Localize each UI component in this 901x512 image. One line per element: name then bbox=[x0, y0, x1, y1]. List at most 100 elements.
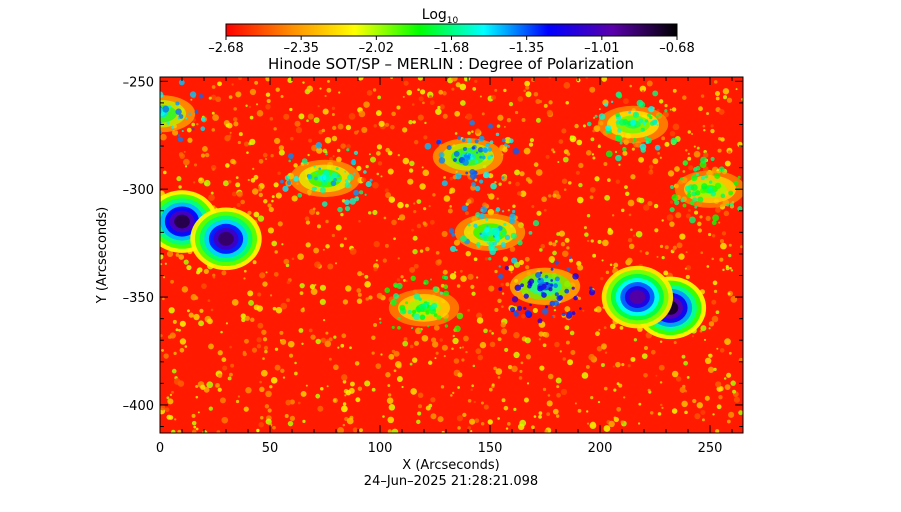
heatmap-granule bbox=[661, 406, 664, 410]
heatmap-granule bbox=[284, 413, 289, 418]
heatmap-granule bbox=[706, 265, 710, 268]
heatmap-speckle bbox=[346, 148, 350, 152]
heatmap-granule bbox=[277, 171, 281, 175]
heatmap-granule bbox=[196, 268, 201, 272]
heatmap-speckle bbox=[486, 241, 489, 244]
colorbar-tick-label: –2.35 bbox=[283, 41, 318, 56]
heatmap-granule bbox=[551, 148, 555, 152]
heatmap-granule bbox=[602, 239, 609, 247]
heatmap-granule bbox=[480, 421, 485, 426]
heatmap-granule bbox=[294, 361, 297, 365]
heatmap-granule bbox=[340, 212, 344, 217]
heatmap-granule bbox=[518, 376, 523, 380]
heatmap-speckle bbox=[344, 205, 351, 212]
heatmap-granule bbox=[331, 135, 338, 142]
heatmap-speckle bbox=[511, 257, 518, 264]
heatmap-speckle bbox=[528, 230, 533, 235]
heatmap-speckle bbox=[135, 105, 139, 109]
heatmap-granule bbox=[407, 178, 414, 185]
heatmap-speckle bbox=[168, 105, 172, 109]
heatmap-granule bbox=[337, 123, 344, 130]
heatmap-granule bbox=[258, 421, 264, 428]
heatmap-speckle bbox=[287, 153, 294, 159]
heatmap-granule bbox=[172, 319, 177, 324]
heatmap-granule bbox=[494, 88, 498, 92]
heatmap-granule bbox=[160, 253, 164, 260]
heatmap-speckle bbox=[410, 275, 416, 281]
heatmap-granule bbox=[730, 269, 734, 272]
heatmap-speckle bbox=[670, 137, 678, 145]
heatmap-granule bbox=[620, 420, 625, 424]
heatmap-granule bbox=[297, 401, 301, 405]
heatmap-speckle bbox=[656, 115, 659, 119]
heatmap-speckle bbox=[143, 123, 150, 130]
heatmap-granule bbox=[666, 214, 674, 221]
heatmap-granule bbox=[646, 80, 653, 87]
heatmap-speckle bbox=[185, 117, 188, 120]
heatmap-granule bbox=[686, 375, 690, 379]
heatmap-granule bbox=[694, 210, 699, 215]
heatmap-speckle bbox=[545, 305, 548, 309]
heatmap-feature-plage bbox=[497, 256, 596, 324]
heatmap-speckle bbox=[478, 212, 485, 219]
x-tick-label: 200 bbox=[588, 441, 613, 456]
heatmap-granule bbox=[273, 271, 279, 277]
heatmap-granule bbox=[198, 177, 203, 181]
heatmap-granule bbox=[611, 214, 615, 217]
heatmap-granule bbox=[601, 259, 604, 262]
heatmap-granule bbox=[461, 358, 465, 362]
heatmap-granule bbox=[519, 369, 523, 373]
heatmap-granule bbox=[723, 377, 727, 380]
heatmap-granule bbox=[341, 374, 348, 381]
heatmap-speckle bbox=[478, 135, 485, 142]
heatmap-granule bbox=[710, 124, 714, 128]
heatmap-granule bbox=[423, 207, 427, 211]
heatmap-granule bbox=[681, 400, 688, 408]
heatmap-granule bbox=[302, 307, 305, 310]
heatmap-granule bbox=[252, 167, 255, 171]
heatmap-granule bbox=[711, 234, 716, 238]
heatmap-speckle bbox=[648, 105, 655, 113]
heatmap-granule bbox=[356, 288, 362, 293]
heatmap-granule bbox=[282, 376, 286, 379]
heatmap-granule bbox=[435, 108, 442, 115]
heatmap-granule bbox=[562, 250, 569, 257]
heatmap-speckle bbox=[548, 287, 553, 292]
heatmap-granule bbox=[358, 220, 361, 223]
heatmap-speckle bbox=[751, 191, 758, 198]
heatmap-granule bbox=[671, 107, 677, 112]
heatmap-granule bbox=[589, 187, 596, 193]
heatmap-speckle bbox=[344, 170, 347, 173]
x-axis-label: X (Arcseconds) bbox=[402, 458, 499, 473]
heatmap-granule bbox=[226, 122, 233, 129]
heatmap-feature-plage bbox=[424, 120, 520, 192]
heatmap-speckle bbox=[542, 308, 549, 315]
heatmap-granule bbox=[160, 334, 163, 338]
heatmap-granule bbox=[340, 405, 348, 413]
heatmap-granule bbox=[229, 345, 233, 349]
heatmap-granule bbox=[340, 143, 346, 149]
heatmap-granule bbox=[313, 247, 320, 254]
heatmap-granule bbox=[624, 191, 630, 197]
heatmap-granule bbox=[658, 364, 665, 371]
heatmap-granule bbox=[320, 387, 324, 391]
heatmap-granule bbox=[258, 186, 261, 189]
heatmap-granule bbox=[430, 413, 437, 420]
heatmap-granule bbox=[321, 128, 326, 133]
heatmap-granule bbox=[244, 338, 249, 344]
heatmap-granule bbox=[164, 407, 170, 413]
heatmap-feature-plage bbox=[135, 79, 206, 149]
heatmap-speckle bbox=[579, 307, 582, 310]
heatmap-granule bbox=[365, 164, 369, 169]
heatmap-granule bbox=[171, 368, 177, 374]
heatmap-speckle bbox=[541, 292, 547, 298]
heatmap-granule bbox=[483, 328, 488, 334]
heatmap-speckle bbox=[634, 112, 638, 116]
heatmap-contour bbox=[218, 231, 234, 246]
heatmap-granule bbox=[358, 110, 366, 118]
heatmap-granule bbox=[291, 257, 295, 261]
heatmap-granule bbox=[174, 418, 177, 421]
heatmap-speckle bbox=[448, 228, 455, 234]
heatmap-granule bbox=[500, 282, 504, 287]
heatmap-granule bbox=[215, 96, 222, 103]
